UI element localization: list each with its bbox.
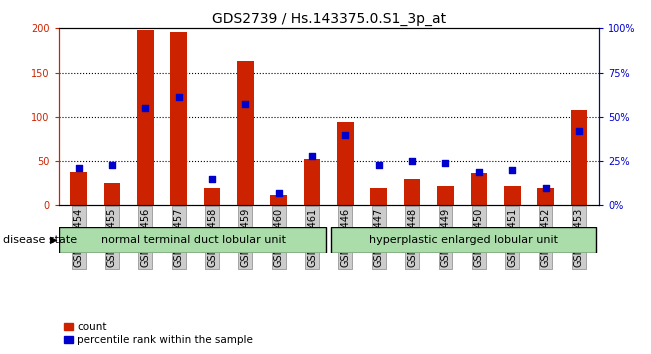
Point <box>407 158 417 164</box>
Text: GSM177450: GSM177450 <box>474 208 484 267</box>
Point <box>574 128 584 134</box>
Text: GSM177453: GSM177453 <box>574 208 584 267</box>
Bar <box>437 186 454 205</box>
Point <box>140 105 150 111</box>
Text: disease state: disease state <box>3 235 77 245</box>
Text: GSM177446: GSM177446 <box>340 208 350 267</box>
Bar <box>337 122 353 205</box>
Text: GSM177461: GSM177461 <box>307 208 317 267</box>
Point <box>107 162 117 167</box>
Text: GSM177459: GSM177459 <box>240 208 251 267</box>
Point <box>207 176 217 182</box>
Title: GDS2739 / Hs.143375.0.S1_3p_at: GDS2739 / Hs.143375.0.S1_3p_at <box>212 12 446 26</box>
Bar <box>504 186 521 205</box>
Point <box>173 95 184 100</box>
Text: GSM177460: GSM177460 <box>273 208 284 267</box>
Bar <box>270 195 287 205</box>
Text: ▶: ▶ <box>49 235 57 245</box>
Bar <box>204 188 220 205</box>
Text: GSM177457: GSM177457 <box>174 208 184 268</box>
Bar <box>137 30 154 205</box>
Bar <box>304 159 320 205</box>
Text: GSM177449: GSM177449 <box>441 208 450 267</box>
Point <box>340 132 351 137</box>
Point <box>440 160 450 166</box>
Text: GSM177456: GSM177456 <box>141 208 150 267</box>
Legend: count, percentile rank within the sample: count, percentile rank within the sample <box>64 322 253 345</box>
Point <box>240 102 251 107</box>
Point <box>273 190 284 196</box>
Text: GSM177458: GSM177458 <box>207 208 217 267</box>
Point <box>374 162 384 167</box>
Bar <box>237 61 254 205</box>
Text: GSM177451: GSM177451 <box>507 208 517 267</box>
Bar <box>370 188 387 205</box>
Point <box>540 185 551 190</box>
Bar <box>104 183 120 205</box>
Text: GSM177454: GSM177454 <box>74 208 83 267</box>
Text: GSM177452: GSM177452 <box>540 208 551 268</box>
Bar <box>404 179 421 205</box>
Text: GSM177455: GSM177455 <box>107 208 117 268</box>
Point <box>307 153 317 159</box>
Point <box>74 165 84 171</box>
Text: hyperplastic enlarged lobular unit: hyperplastic enlarged lobular unit <box>369 235 559 245</box>
Bar <box>59 227 326 253</box>
Bar <box>471 173 487 205</box>
Text: normal terminal duct lobular unit: normal terminal duct lobular unit <box>101 235 286 245</box>
Bar <box>570 110 587 205</box>
Bar <box>171 32 187 205</box>
Text: GSM177447: GSM177447 <box>374 208 384 267</box>
Bar <box>537 188 554 205</box>
Bar <box>70 172 87 205</box>
Point <box>474 169 484 175</box>
Text: GSM177448: GSM177448 <box>407 208 417 267</box>
Point <box>507 167 518 173</box>
Bar <box>331 227 596 253</box>
